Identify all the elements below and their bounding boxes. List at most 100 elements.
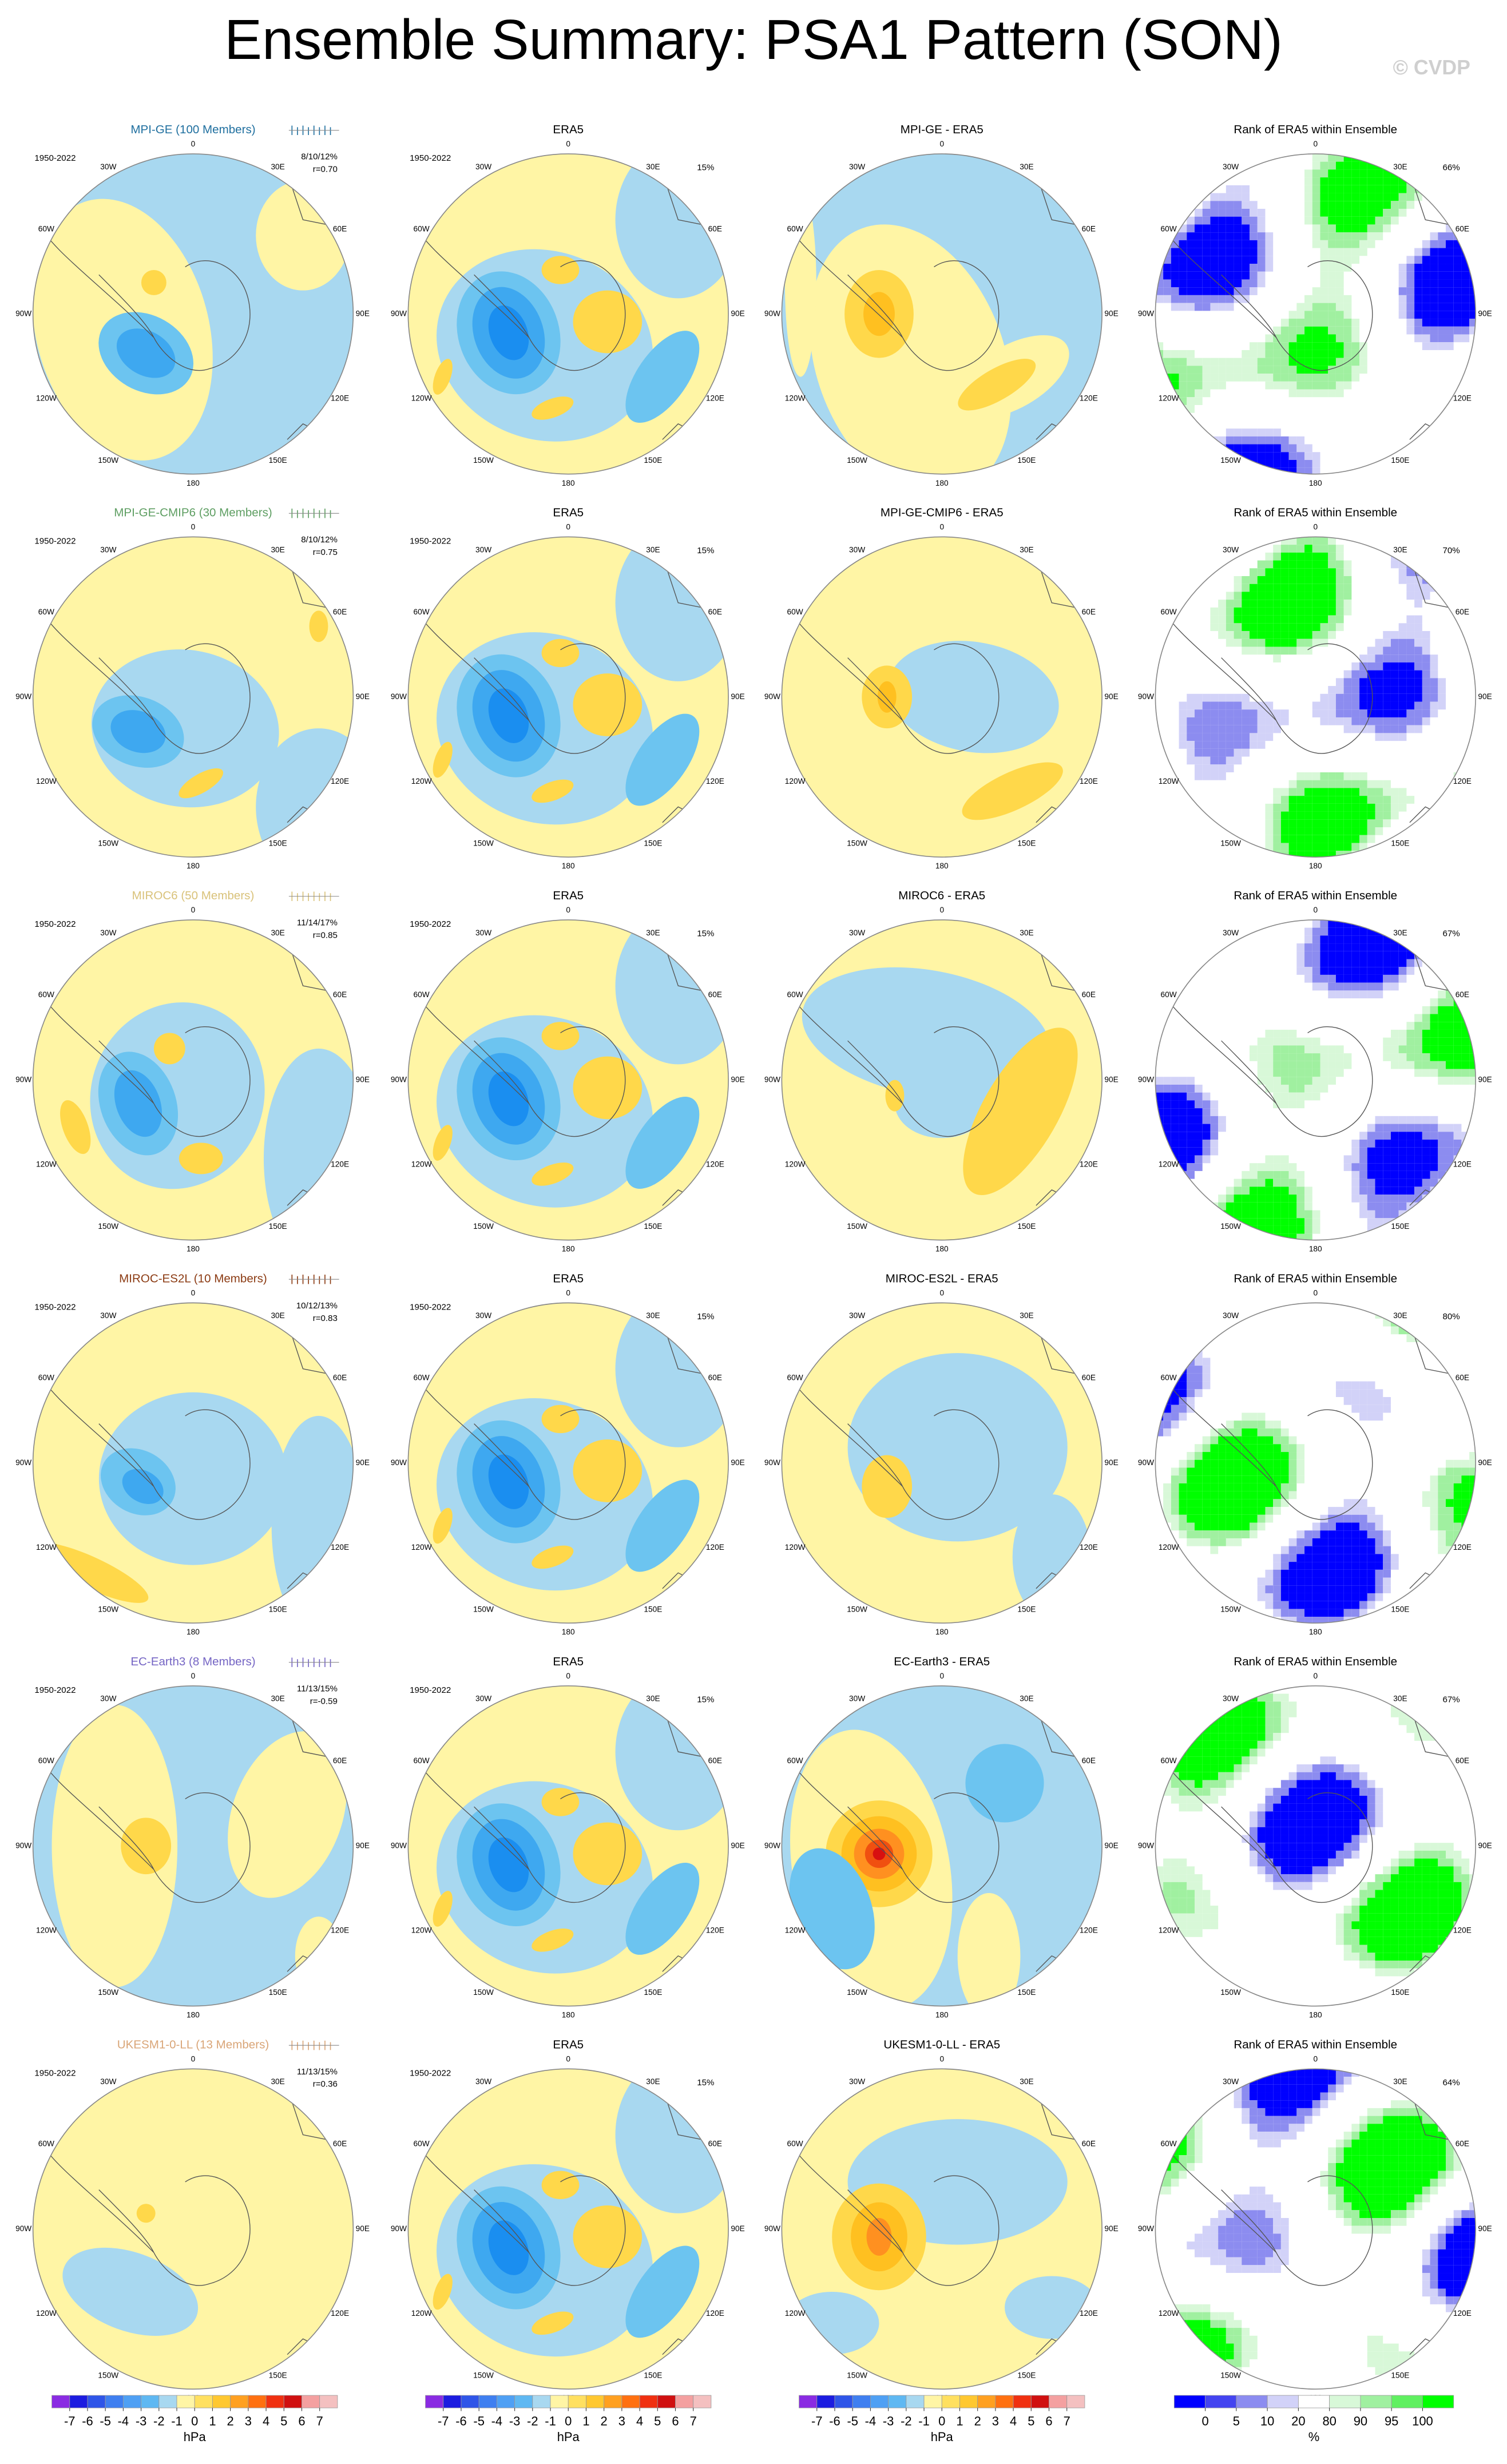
rank-cell [1210,717,1219,725]
rank-cell [1390,2116,1399,2124]
rank-cell [1296,796,1305,804]
rank-cell [1226,748,1234,757]
rank-cell [1265,2202,1274,2211]
rank-cell [1351,2147,1360,2156]
rank-cell [1179,2383,1187,2390]
rank-cell [1328,287,1336,295]
rank-cell [1202,1491,1211,1499]
rank-cell [1359,2202,1367,2211]
rank-cell [1194,2343,1203,2352]
lon-label: 30E [271,929,284,937]
rank-cell [1163,169,1171,178]
rank-cell [1296,1037,1305,1046]
rank-cell [1375,1147,1383,1156]
rank-cell [1367,835,1375,843]
rank-cell [1155,2343,1164,2352]
rank-cell [1257,2092,1266,2101]
rank-cell [1367,646,1375,655]
rank-cell [1194,1155,1203,1164]
rank-cell [1375,1961,1383,1969]
rank-cell [1202,1358,1211,1366]
rank-cell [1265,1593,1274,1601]
rank-cell [1226,592,1234,600]
rank-cell [1187,271,1195,280]
rank-cell [1343,788,1352,796]
rank-cell [1461,1913,1470,1922]
rank-cell [1187,1092,1195,1101]
rank-cell [1218,248,1226,256]
rank-cell [1335,568,1344,577]
rank-cell [1218,1733,1226,1741]
rank-cell [1296,943,1305,951]
rank-cell [1469,295,1476,303]
rank-cell [1312,1874,1320,1882]
contour-region [153,1033,185,1065]
rank-cell [1280,2217,1289,2226]
rank-cell [1194,1499,1203,1507]
rank-cell [1312,381,1320,390]
rank-cell [1179,271,1187,280]
rank-cell [1320,248,1328,256]
rank-cell [1288,1475,1297,1483]
rank-cell [1359,1929,1367,1937]
rank-cell [1194,208,1203,217]
rank-cell [1335,342,1344,350]
rank-cell [1280,1803,1289,1812]
rank-cell [1171,374,1179,382]
rank-cell [1288,1562,1297,1570]
rank-cell [1304,1811,1312,1820]
rank-cell [1194,224,1203,233]
rank-cell [1359,717,1367,725]
rank-cell [1406,193,1415,201]
rank-cell [1280,1835,1289,1843]
map [1155,537,1476,858]
rank-cell [1453,788,1462,796]
lon-label: 90E [731,1075,744,1084]
lon-label: 90W [15,1458,31,1467]
rank-cell [1265,1725,1274,1733]
rank-cell [1242,2265,1250,2273]
rank-cell [1375,2147,1383,2156]
rank-cell [1312,552,1320,561]
rank-cell [1430,1179,1438,1187]
contour-region [141,269,166,295]
rank-cell [1155,374,1164,382]
rank-cell [1383,537,1391,545]
rank-cell [1312,1609,1320,1617]
contour-region [573,1439,643,1502]
rank-cell [1280,1163,1289,1171]
lon-label: 90E [1104,692,1118,701]
rank-cell [1359,2155,1367,2163]
rank-cell [1335,1585,1344,1593]
rank-cell [1335,1929,1344,1937]
rank-cell [1194,366,1203,374]
rank-cell [1187,2343,1195,2352]
rank-cell [1406,693,1415,702]
rank-cell [1296,638,1305,647]
rank-cell [1343,201,1352,209]
rank-cell [1430,568,1438,577]
rank-cell [1335,216,1344,225]
rank-cell [1234,1233,1242,1240]
rank-cell [1383,1937,1391,1945]
rank-cell [1194,545,1203,553]
rank-cell [1320,919,1328,928]
rank-cell [1351,350,1360,358]
rank-cell [1296,600,1305,608]
rank-cell [1257,1037,1266,1046]
rank-cell [1265,1491,1274,1499]
rank-cell [1280,1069,1289,1077]
rank-cell [1179,1381,1187,1390]
rank-cell [1163,2367,1171,2375]
rank-cell [1202,2351,1211,2359]
rank-cell [1250,1179,1258,1187]
rank-cell [1296,1554,1305,1562]
rank-cell [1320,1866,1328,1875]
rank-cell [1194,1913,1203,1922]
rank-cell [1194,693,1203,702]
rank-cell [1194,2124,1203,2132]
rank-cell [1163,404,1171,413]
rank-cell [1312,208,1320,217]
rank-cell [1273,2210,1281,2218]
rank-cell [1163,1764,1171,1772]
